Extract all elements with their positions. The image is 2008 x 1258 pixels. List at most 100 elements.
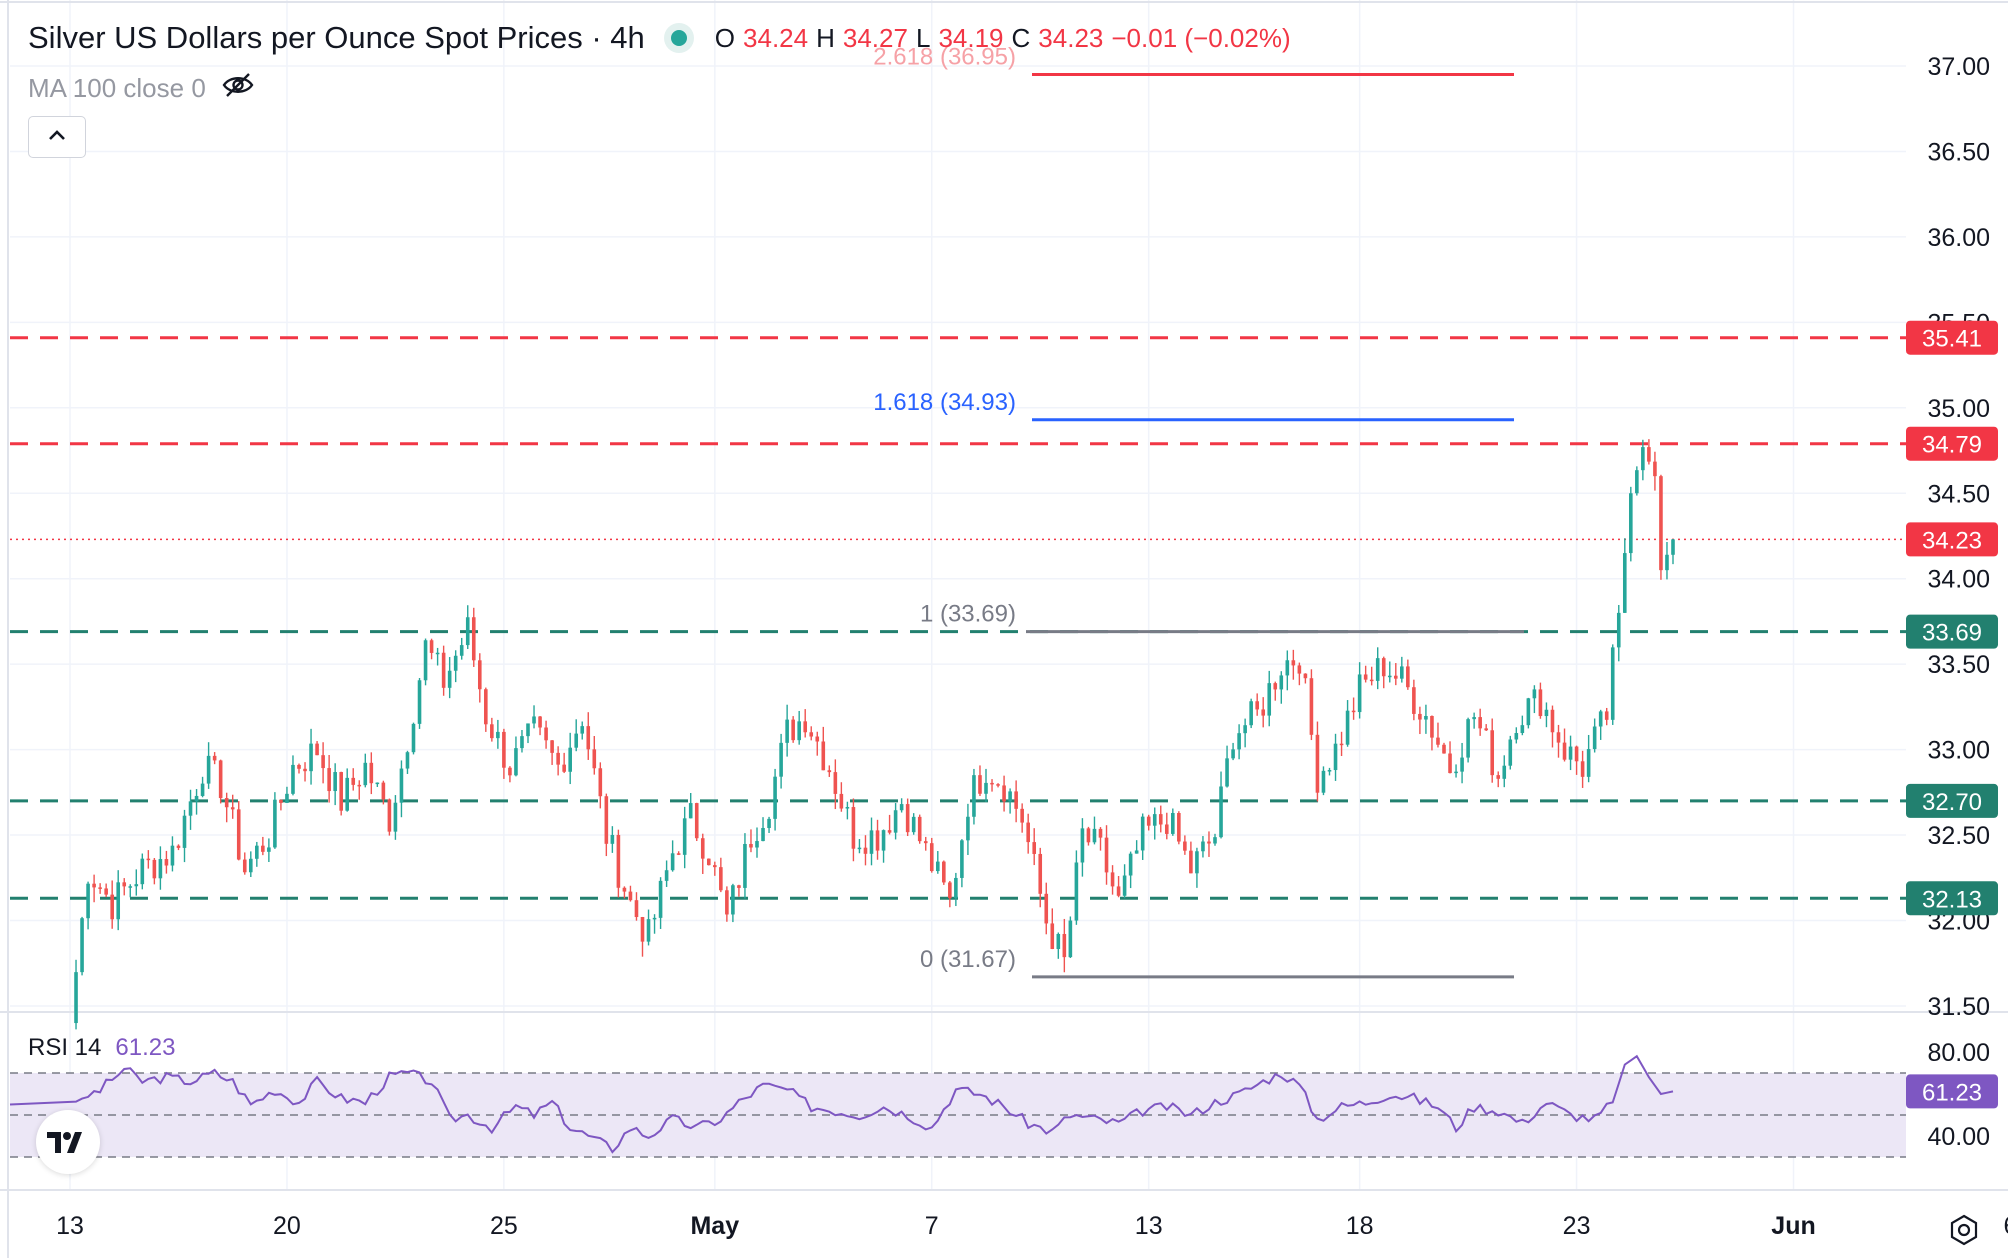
candle-body bbox=[315, 743, 319, 756]
candle-body bbox=[1538, 689, 1543, 717]
candle-body bbox=[1671, 539, 1675, 555]
candle-body bbox=[1345, 710, 1350, 745]
candle-body bbox=[393, 802, 398, 832]
chart-settings-button[interactable] bbox=[1946, 1212, 1982, 1253]
candle-body bbox=[1610, 647, 1615, 720]
eye-crossed-icon[interactable] bbox=[222, 72, 254, 105]
candle-body bbox=[1056, 933, 1061, 950]
candle-body bbox=[399, 768, 404, 803]
ma-indicator-legend[interactable]: MA 100 close 0 bbox=[28, 72, 254, 105]
candle-body bbox=[767, 818, 771, 828]
symbol-title[interactable]: Silver US Dollars per Ounce Spot Prices … bbox=[28, 20, 645, 55]
candle-body bbox=[875, 830, 880, 851]
candle-body bbox=[441, 652, 446, 688]
price-badge-34.79 bbox=[1906, 426, 1998, 461]
price-axis-tick: 36.50 bbox=[1927, 138, 1990, 166]
candle-body bbox=[1285, 660, 1290, 676]
candle-body bbox=[670, 853, 675, 871]
candle-body bbox=[465, 617, 470, 646]
price-badge-label: 34.79 bbox=[1922, 432, 1982, 459]
candle-body bbox=[1279, 675, 1284, 690]
chart-header: Silver US Dollars per Ounce Spot Prices … bbox=[28, 20, 1291, 56]
candle-body bbox=[1008, 791, 1012, 802]
ohlc-readout: O 34.24 H 34.27 L 34.19 C 34.23 −0.01 (−0.02… bbox=[715, 23, 1291, 54]
candle-body bbox=[459, 645, 464, 656]
candle-body bbox=[128, 886, 133, 888]
price-badge-label: 33.69 bbox=[1922, 620, 1982, 647]
candle-body bbox=[1641, 447, 1645, 471]
candle-body bbox=[435, 652, 440, 655]
candle-body bbox=[387, 799, 392, 832]
candle-body bbox=[713, 865, 717, 868]
candle-body bbox=[550, 740, 554, 753]
candle-body bbox=[417, 680, 422, 724]
candle-body bbox=[1400, 666, 1404, 679]
time-axis-tick: 7 bbox=[925, 1212, 939, 1240]
candle-body bbox=[688, 803, 693, 819]
price-badge-34.23 bbox=[1906, 522, 1998, 557]
candle-body bbox=[917, 816, 922, 842]
candle-body bbox=[1074, 862, 1079, 921]
candle-body bbox=[1568, 746, 1573, 760]
candle-body bbox=[520, 736, 524, 749]
candle-body bbox=[1201, 841, 1205, 852]
candle-body bbox=[652, 917, 657, 920]
candle-body bbox=[1164, 824, 1169, 834]
candle-body bbox=[453, 655, 458, 671]
candle-body bbox=[610, 834, 615, 844]
candle-body bbox=[929, 843, 934, 872]
candle-body bbox=[749, 843, 753, 848]
candle-body bbox=[1243, 725, 1247, 734]
candle-body bbox=[948, 882, 952, 899]
price-axis-tick: 37.00 bbox=[1927, 53, 1990, 81]
candle-body bbox=[1502, 765, 1507, 779]
candle-body bbox=[496, 731, 500, 739]
candle-body bbox=[261, 845, 265, 852]
candle-body bbox=[803, 721, 808, 733]
candle-body bbox=[821, 741, 826, 771]
candle-body bbox=[935, 861, 940, 872]
candle-body bbox=[809, 732, 814, 737]
candle-body bbox=[1104, 837, 1109, 873]
candle-body bbox=[1544, 709, 1549, 717]
tradingview-logo[interactable] bbox=[36, 1110, 100, 1174]
candle-body bbox=[1562, 742, 1567, 760]
time-axis-tick: 13 bbox=[56, 1212, 84, 1240]
candle-body bbox=[604, 796, 609, 844]
candle-body bbox=[942, 861, 946, 883]
candle-body bbox=[1381, 658, 1386, 677]
price-badge-32.70 bbox=[1906, 783, 1998, 818]
candle-body bbox=[737, 885, 741, 888]
candle-body bbox=[182, 815, 187, 848]
candle-body bbox=[363, 762, 368, 786]
candle-body bbox=[194, 795, 199, 802]
candle-body bbox=[1629, 493, 1633, 554]
rsi-legend-value: 61.23 bbox=[115, 1034, 176, 1061]
candle-body bbox=[1291, 660, 1296, 666]
collapse-legend-button[interactable] bbox=[28, 116, 86, 158]
candle-body bbox=[1496, 775, 1501, 779]
candle-body bbox=[1339, 743, 1344, 746]
candle-body bbox=[1327, 770, 1332, 772]
candle-body bbox=[682, 818, 687, 855]
candle-body bbox=[321, 755, 325, 769]
candle-body bbox=[851, 807, 856, 849]
candle-body bbox=[845, 807, 850, 809]
candle-body bbox=[1665, 554, 1669, 571]
candle-body bbox=[725, 890, 729, 915]
candle-body bbox=[1478, 717, 1482, 729]
chevron-up-icon bbox=[47, 128, 67, 146]
candle-body bbox=[1128, 853, 1133, 876]
candle-body bbox=[785, 719, 789, 743]
candle-body bbox=[1321, 770, 1326, 793]
candle-body bbox=[1514, 733, 1519, 740]
rsi-axis-tick: 40.00 bbox=[1927, 1123, 1990, 1151]
candle-body bbox=[1387, 675, 1392, 678]
candle-body bbox=[706, 858, 711, 866]
rsi-legend[interactable]: RSI 14 61.23 bbox=[28, 1034, 175, 1062]
candle-body bbox=[1592, 726, 1597, 750]
rsi-badge-label: 61.23 bbox=[1922, 1079, 1982, 1106]
candle-body bbox=[206, 755, 211, 784]
